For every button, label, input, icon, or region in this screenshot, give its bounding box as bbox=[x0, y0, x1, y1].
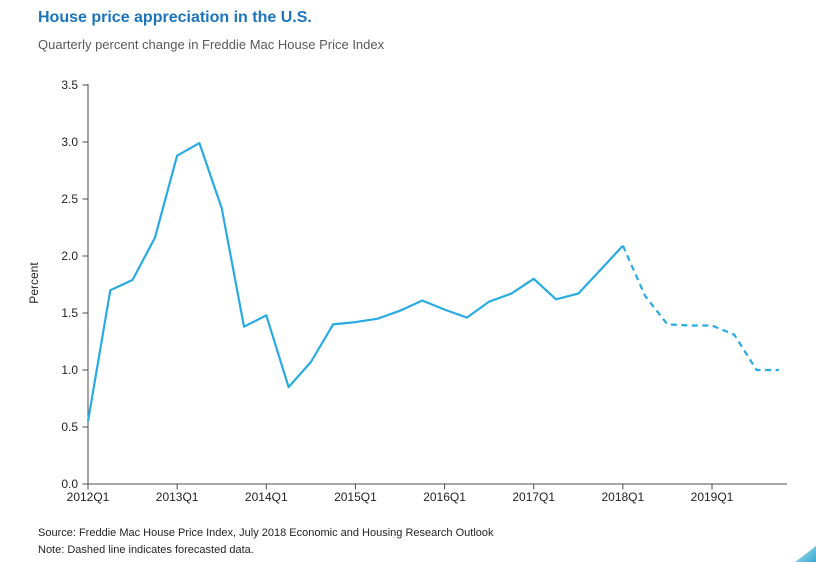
x-tick-label: 2013Q1 bbox=[155, 490, 199, 504]
x-tick-label: 2017Q1 bbox=[512, 490, 556, 504]
x-tick-label: 2019Q1 bbox=[690, 490, 734, 504]
source-line: Source: Freddie Mac House Price Index, J… bbox=[38, 527, 494, 539]
y-tick-label: 2.5 bbox=[61, 191, 78, 206]
actual-series-line bbox=[86, 142, 624, 422]
y-tick-label: 3.5 bbox=[61, 77, 78, 92]
x-tick-label: 2018Q1 bbox=[601, 490, 645, 504]
chart-title: House price appreciation in the U.S. bbox=[38, 9, 312, 26]
y-tick-label: 3.0 bbox=[61, 134, 78, 149]
y-tick-label: 0.0 bbox=[61, 476, 78, 491]
x-tick-label: 2015Q1 bbox=[334, 490, 377, 504]
x-tick-label: 2016Q1 bbox=[423, 490, 466, 504]
x-tick-label: 2014Q1 bbox=[244, 490, 288, 504]
y-tick-label: 1.0 bbox=[61, 362, 78, 377]
y-axis-label: Percent bbox=[27, 262, 41, 304]
y-tick-label: 1.5 bbox=[61, 305, 78, 320]
x-tick-label: 2012Q1 bbox=[66, 490, 110, 504]
forecast-series-line bbox=[621, 245, 779, 372]
y-tick-label: 0.5 bbox=[61, 419, 78, 434]
chart-subtitle: Quarterly percent change in Freddie Mac … bbox=[38, 37, 385, 52]
note-line: Note: Dashed line indicates forecasted d… bbox=[38, 544, 254, 556]
y-tick-label: 2.0 bbox=[61, 248, 78, 263]
